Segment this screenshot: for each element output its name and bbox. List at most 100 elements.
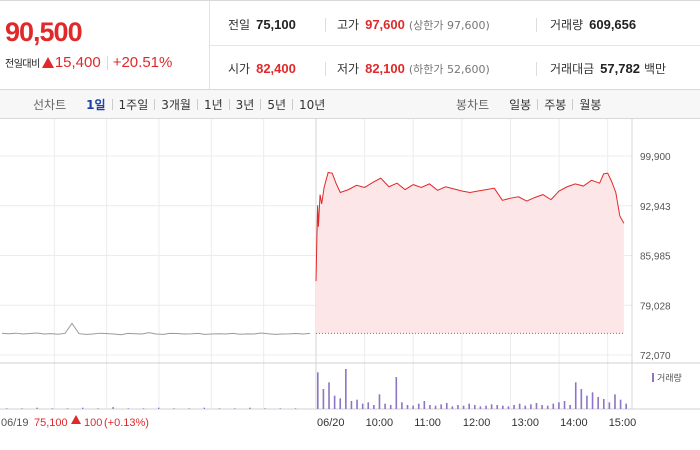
volume-bar: [440, 404, 442, 409]
volume-bar: [434, 405, 437, 409]
stat-label: 거래량: [550, 18, 584, 32]
volume-bar: [264, 408, 266, 409]
volume-bar: [188, 408, 190, 409]
volume-bar: [6, 408, 8, 409]
change-percent: +20.51%: [112, 54, 173, 71]
volume-bar: [127, 408, 129, 409]
volume-bar: [361, 403, 364, 409]
divider: [154, 99, 156, 110]
volume-bar: [412, 405, 414, 409]
tab-10y[interactable]: 10년: [299, 98, 326, 112]
volume-bar: [563, 401, 566, 409]
volume-bar: [530, 404, 532, 409]
volume-bar: [502, 405, 504, 409]
tab-3m[interactable]: 3개월: [161, 98, 191, 112]
y-tick-label: 79,028: [640, 301, 671, 312]
change-value: 15,400: [54, 54, 101, 71]
stat-value: 57,782: [600, 61, 640, 76]
volume-bar: [591, 392, 594, 409]
volume-bar: [586, 395, 588, 409]
volume-bar: [518, 403, 521, 409]
volume-bar: [294, 408, 297, 409]
volume-bar: [569, 405, 571, 409]
y-tick-label: 92,943: [640, 202, 671, 213]
price-chart-svg: 99,900 92,943 85,985 79,028 72,070 06/20 10:00…: [0, 119, 700, 429]
volume-bar: [535, 403, 538, 409]
tab-1y[interactable]: 1년: [203, 98, 223, 112]
price-chart: 99,900 92,943 85,985 79,028 72,070 06/20 10:00…: [0, 119, 700, 450]
volume-bar: [574, 382, 577, 409]
x-tick-label: 14:00: [560, 417, 588, 429]
volume-bar: [485, 405, 487, 409]
volume-bar: [66, 408, 69, 409]
candle-chart-tabs: 봉차트 일봉 주봉 월봉: [456, 90, 607, 119]
tab-weekly[interactable]: 주봉: [544, 98, 567, 112]
candle-chart-title: 봉차트: [456, 98, 490, 112]
tab-monthly[interactable]: 월봉: [579, 98, 602, 112]
stat-label: 거래대금: [550, 62, 595, 76]
stat-low: 저가 82,100 (하한가 52,600): [337, 60, 490, 77]
tab-1w[interactable]: 1주일: [118, 98, 149, 112]
volume-bar: [395, 377, 398, 409]
stat-prev-close: 전일 75,100: [228, 16, 296, 33]
volume-layer: 거래량: [6, 369, 682, 409]
x-tick-label: 15:00: [609, 417, 637, 429]
today-area-fill: [316, 172, 624, 334]
stat-label: 시가: [228, 62, 251, 76]
volume-bar: [602, 399, 605, 409]
stat-label: 전일: [228, 18, 251, 32]
volume-bar: [333, 395, 336, 409]
volume-bar: [249, 407, 251, 409]
tab-5y[interactable]: 5년: [267, 98, 287, 112]
divider: [325, 18, 326, 32]
volume-bar: [356, 399, 358, 409]
stat-extra: (상한가 97,600): [408, 19, 490, 32]
volume-bar: [462, 405, 465, 409]
volume-bar: [614, 394, 616, 409]
volume-legend-swatch: [652, 373, 654, 382]
volume-bar: [97, 408, 99, 409]
divider: [228, 99, 230, 110]
volume-bar: [445, 403, 448, 409]
divider: [572, 99, 574, 110]
stat-volume: 거래량 609,656: [550, 16, 636, 33]
x-tick-date: 06/20: [317, 417, 345, 429]
volume-bar: [218, 408, 221, 409]
divider: [325, 62, 326, 76]
volume-bar: [457, 405, 459, 409]
volume-bar: [423, 401, 426, 409]
volume-bar: [468, 403, 470, 409]
prev-day-change-pct: (+0.13%): [104, 417, 149, 429]
volume-bar: [339, 398, 342, 409]
volume-bar: [36, 407, 38, 409]
prev-day-date: 06/19: [1, 417, 29, 429]
stat-value: 97,600: [365, 17, 405, 32]
current-price-box: 90,500 전일대비 15,400 +20.51%: [0, 1, 210, 89]
volume-bar: [451, 406, 454, 409]
volume-bar: [279, 408, 281, 409]
volume-bar: [406, 405, 409, 409]
stat-open: 시가 82,400: [228, 60, 296, 77]
x-tick-label: 12:00: [463, 417, 491, 429]
stat-value: 82,400: [256, 61, 296, 76]
volume-bar: [378, 394, 381, 409]
volume-bar: [373, 405, 375, 409]
tab-daily[interactable]: 일봉: [509, 98, 532, 112]
tab-1d[interactable]: 1일: [86, 98, 106, 112]
stat-label: 고가: [337, 18, 360, 32]
tab-3y[interactable]: 3년: [235, 98, 255, 112]
volume-bar: [625, 403, 627, 409]
axis-layer: 99,900 92,943 85,985 79,028 72,070 06/20 10:00…: [1, 152, 671, 429]
volume-bar: [389, 405, 392, 409]
volume-bar: [142, 408, 145, 409]
volume-bar: [546, 405, 549, 409]
prev-day-layer: [1, 322, 311, 336]
volume-bar: [513, 405, 515, 409]
x-tick-label: 11:00: [414, 417, 441, 429]
stat-label: 저가: [337, 62, 360, 76]
volume-bar: [507, 406, 510, 409]
volume-bar: [558, 402, 560, 409]
y-tick-label: 85,985: [640, 252, 671, 263]
volume-bar: [203, 407, 205, 409]
volume-bar: [328, 382, 330, 409]
